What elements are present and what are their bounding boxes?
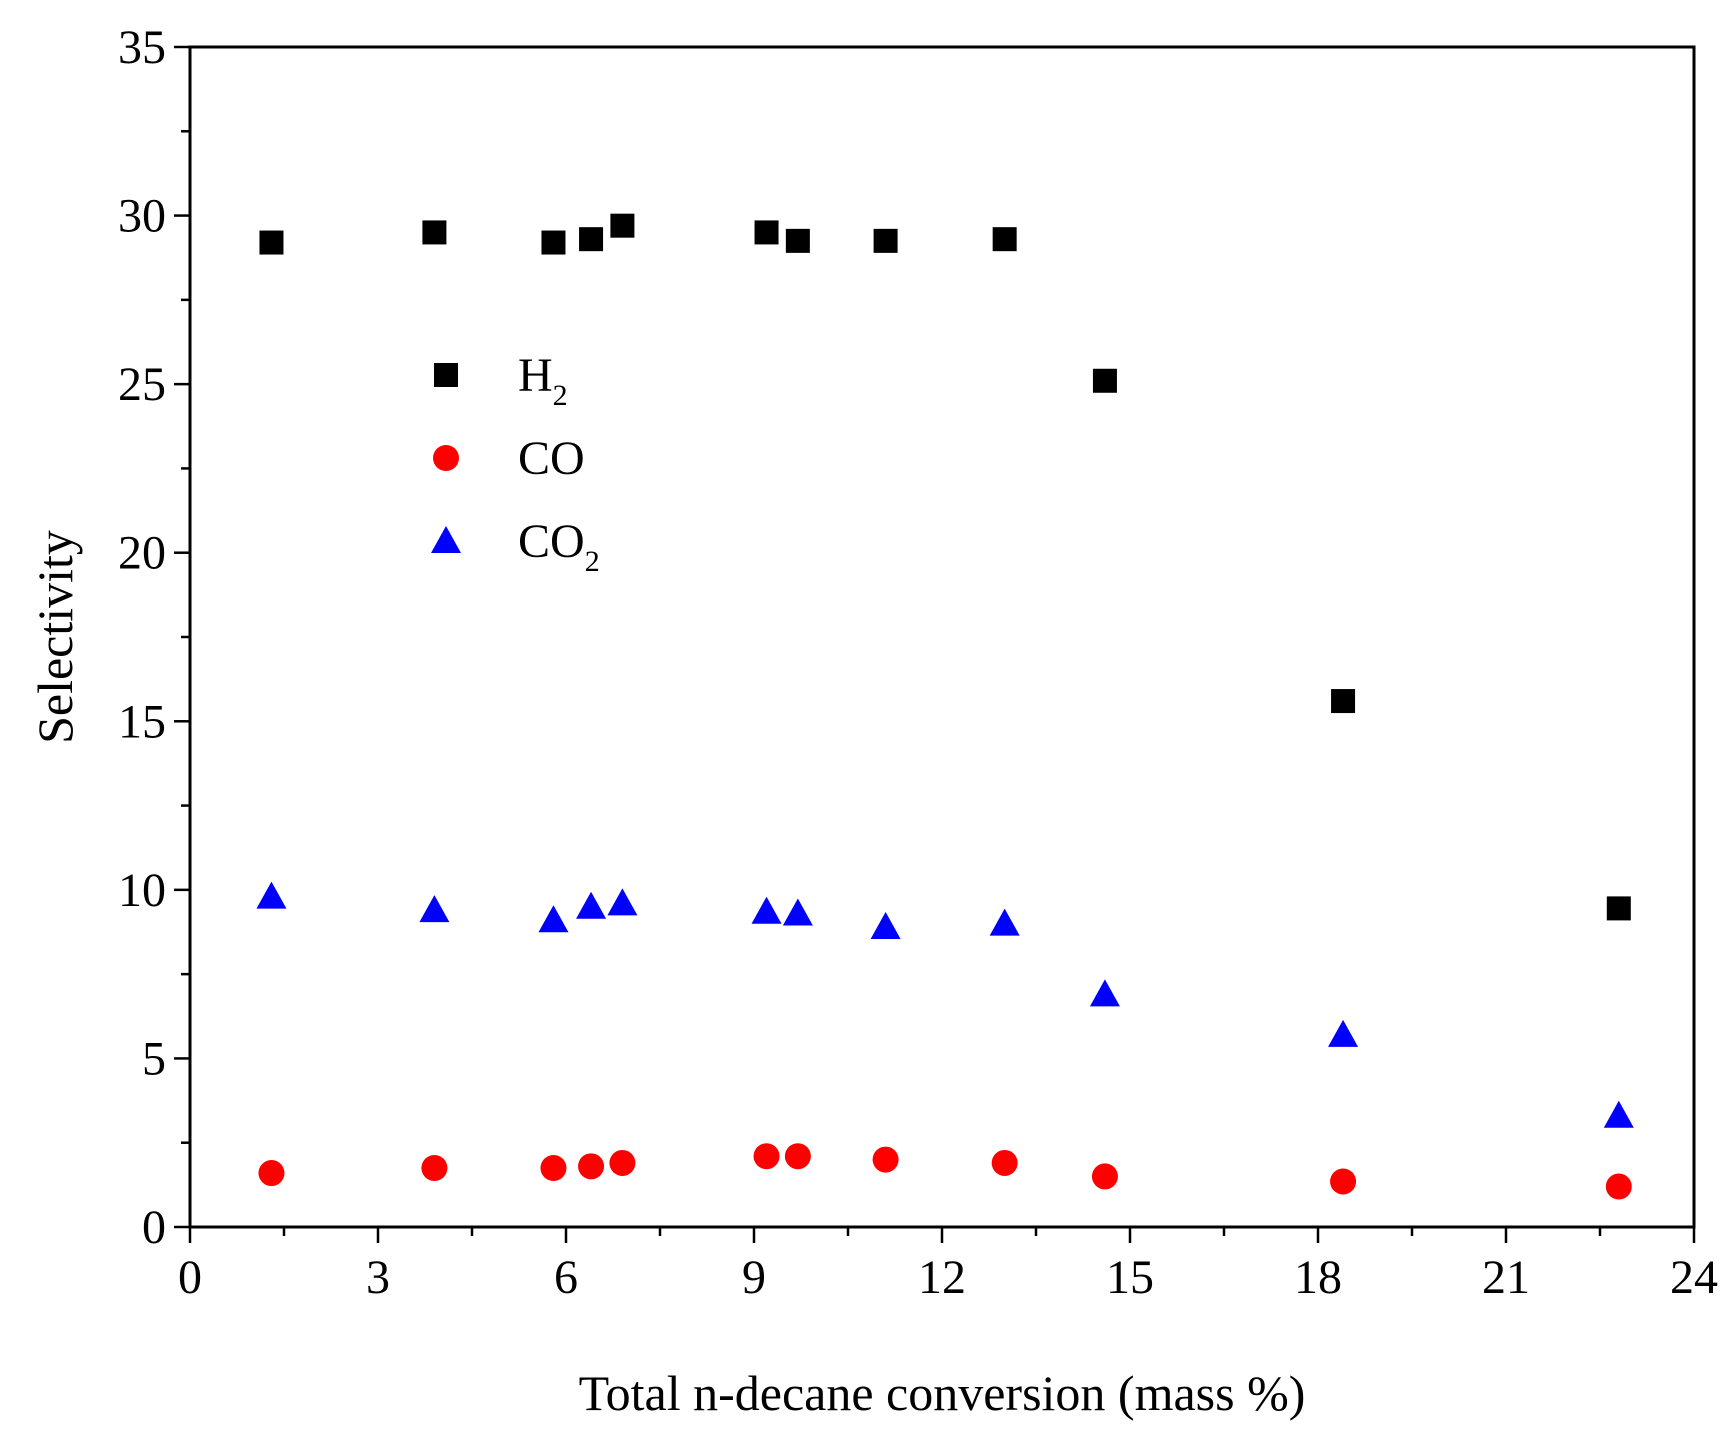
- legend: H2 CO CO2: [431, 349, 600, 578]
- co2-point: [989, 908, 1020, 936]
- co2-point: [751, 896, 782, 924]
- co-point: [784, 1143, 811, 1170]
- co-point: [1605, 1173, 1632, 1200]
- y-tick-label: 25: [118, 358, 166, 411]
- y-tick-label: 0: [142, 1201, 166, 1254]
- y-tick-label: 15: [118, 695, 166, 748]
- co2-point: [1089, 979, 1120, 1007]
- plot-frame: [188, 45, 1696, 1229]
- co-point: [578, 1153, 605, 1180]
- co-point: [872, 1146, 899, 1173]
- x-tick-label: 3: [366, 1251, 390, 1304]
- data-points: [256, 213, 1634, 1200]
- h2-point: [992, 227, 1017, 252]
- h2-point: [259, 230, 284, 255]
- x-tick-label: 18: [1294, 1251, 1342, 1304]
- series-h2: [259, 213, 1631, 921]
- x-tick-label: 6: [554, 1251, 578, 1304]
- x-tick-label: 9: [742, 1251, 766, 1304]
- co2-point: [538, 905, 569, 933]
- h2-point: [579, 227, 604, 252]
- co-point: [540, 1155, 567, 1181]
- x-tick-label: 0: [178, 1251, 202, 1304]
- x-axis-title: Total n-decane conversion (mass %): [579, 1365, 1306, 1421]
- y-tick-label: 20: [118, 527, 166, 580]
- co2-point: [256, 881, 287, 909]
- h2-point: [541, 230, 566, 255]
- y-tick-label: 10: [118, 864, 166, 917]
- x-tick-label: 12: [918, 1251, 966, 1304]
- h2-point: [754, 220, 779, 245]
- co-point: [609, 1149, 636, 1176]
- co2-point: [782, 898, 813, 926]
- x-tick-label: 15: [1106, 1251, 1154, 1304]
- series-co2: [256, 881, 1634, 1128]
- y-tick-label: 35: [118, 21, 166, 74]
- tick-labels: 0 3 6 9 12 15 18 21 24 0 5 10 15 20 25 30 35: [118, 21, 1718, 1304]
- co-point: [1091, 1163, 1118, 1190]
- co-point: [753, 1143, 780, 1170]
- legend-label-h2: H2: [518, 349, 568, 412]
- legend-marker-co: [433, 445, 459, 471]
- co-point: [1330, 1168, 1357, 1195]
- h2-point: [610, 213, 635, 238]
- x-tick-label: 24: [1670, 1251, 1718, 1304]
- h2-point: [785, 228, 810, 253]
- legend-item-co2: CO2: [431, 515, 600, 578]
- series-co: [258, 1143, 1632, 1200]
- legend-label-co: CO: [518, 432, 585, 485]
- x-tick-label: 21: [1482, 1251, 1530, 1304]
- legend-item-h2: H2: [434, 349, 568, 412]
- h2-point: [422, 220, 447, 245]
- co2-point: [419, 895, 450, 923]
- h2-point: [1606, 896, 1631, 921]
- legend-label-co2: CO2: [518, 515, 600, 578]
- legend-item-co: CO: [433, 432, 585, 485]
- co2-point: [1603, 1100, 1634, 1128]
- h2-point: [1331, 689, 1356, 714]
- co2-point: [607, 888, 638, 916]
- co-point: [258, 1160, 285, 1187]
- co-point: [421, 1155, 448, 1181]
- co2-point: [1328, 1019, 1359, 1047]
- co2-point: [576, 891, 607, 919]
- legend-marker-co2: [431, 526, 461, 553]
- legend-marker-h2: [434, 363, 458, 387]
- y-tick-label: 5: [142, 1032, 166, 1085]
- co-point: [991, 1149, 1018, 1176]
- axis-ticks: [174, 45, 1696, 1243]
- co2-point: [870, 911, 901, 939]
- y-axis-title: Selectivity: [27, 530, 83, 744]
- h2-point: [873, 228, 898, 253]
- h2-point: [1092, 368, 1117, 393]
- y-tick-label: 30: [118, 190, 166, 243]
